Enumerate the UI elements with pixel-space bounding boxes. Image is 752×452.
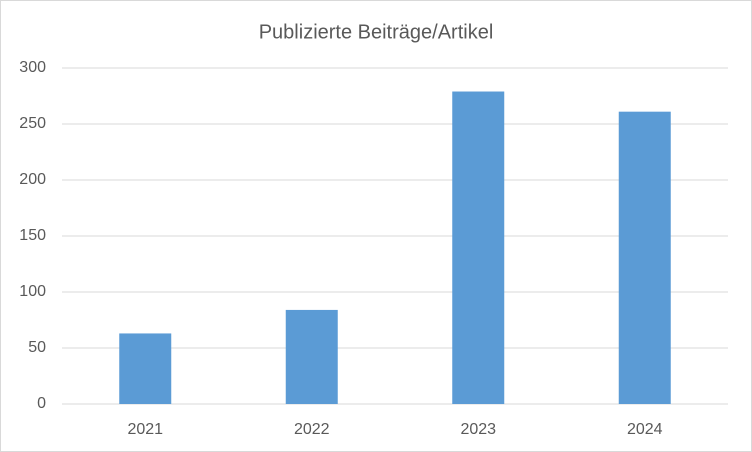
y-tick-label: 0 (37, 395, 46, 412)
y-tick-label: 200 (19, 171, 46, 188)
bar (618, 111, 671, 405)
x-tick-label: 2024 (627, 421, 663, 438)
y-tick-label: 50 (28, 339, 46, 356)
y-tick-label: 150 (19, 227, 46, 244)
x-tick-label: 2023 (460, 421, 496, 438)
bar (452, 91, 505, 405)
y-tick-label: 250 (19, 115, 46, 132)
bar (285, 309, 338, 404)
y-tick-label: 100 (19, 283, 46, 300)
chart-title: Publizierte Beiträge/Artikel (259, 21, 494, 43)
y-tick-label: 300 (19, 59, 46, 76)
x-tick-label: 2022 (294, 421, 330, 438)
x-tick-label: 2021 (127, 421, 163, 438)
bar (119, 333, 172, 404)
